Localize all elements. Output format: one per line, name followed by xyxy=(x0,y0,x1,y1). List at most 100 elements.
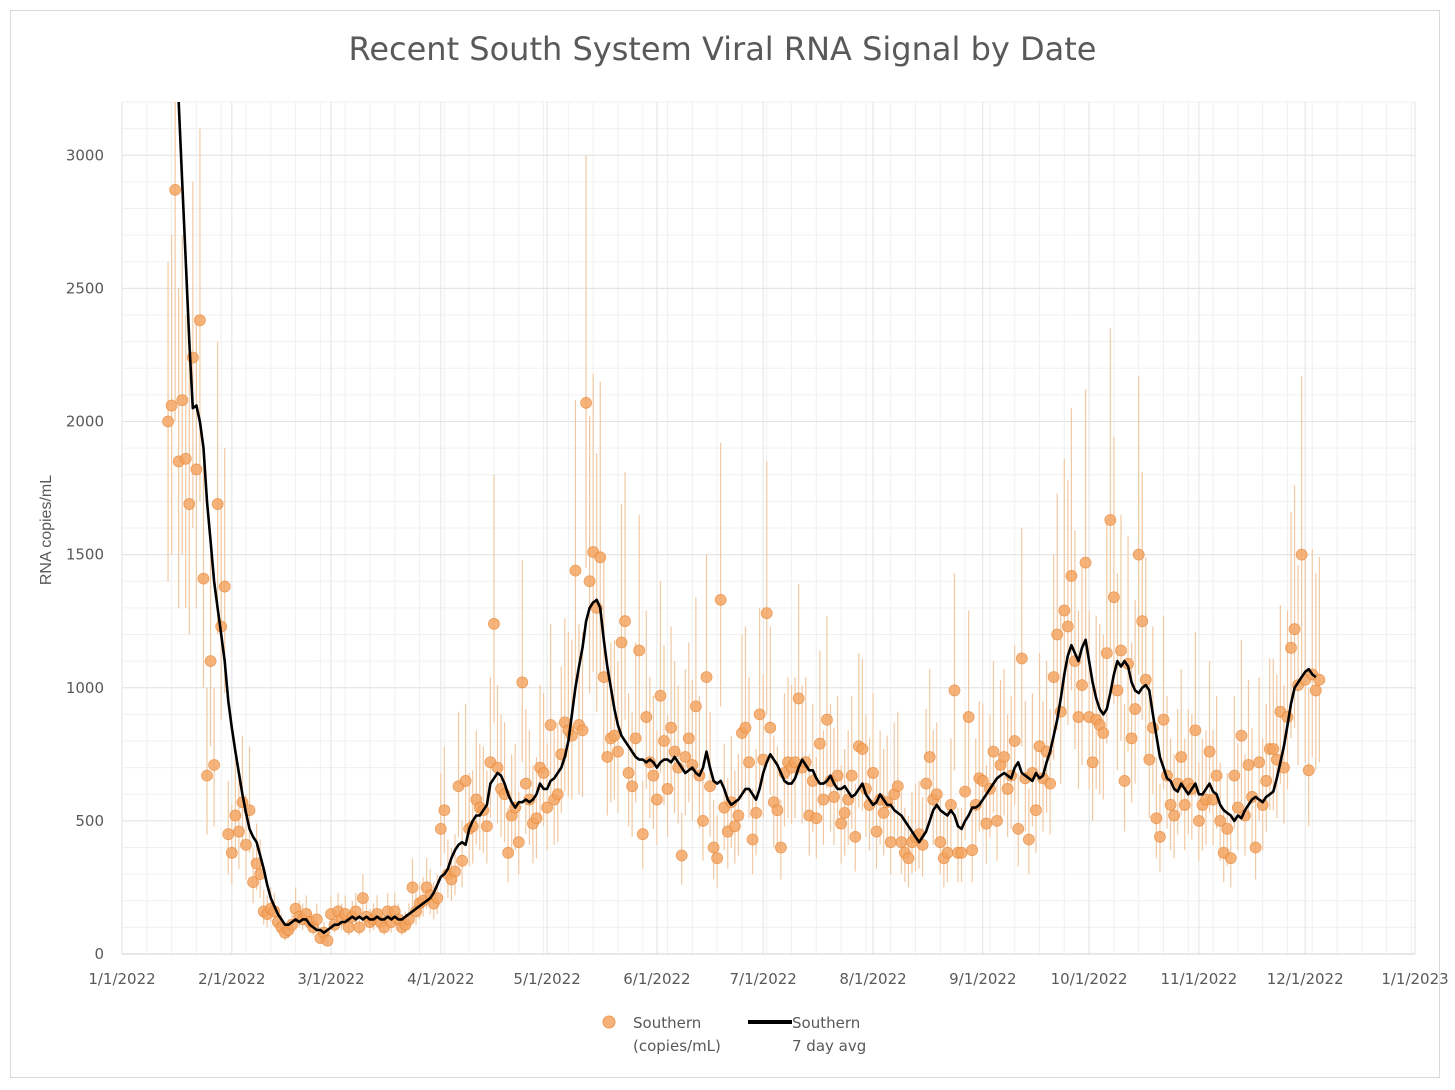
data-point xyxy=(519,777,532,790)
data-point xyxy=(356,892,369,904)
data-point xyxy=(891,780,904,793)
data-point xyxy=(930,788,943,801)
y-tick-label: 1500 xyxy=(66,546,104,564)
data-point xyxy=(870,825,883,838)
data-point xyxy=(838,806,851,819)
legend-marker-scatter xyxy=(602,1015,616,1029)
x-tick-label: 6/1/2022 xyxy=(623,970,690,988)
data-point xyxy=(884,836,897,849)
data-point xyxy=(541,801,553,814)
data-point xyxy=(856,743,869,755)
data-point xyxy=(247,876,259,889)
data-point xyxy=(551,788,564,801)
data-point xyxy=(991,814,1003,827)
data-point xyxy=(810,812,823,825)
data-point xyxy=(941,846,954,859)
data-point xyxy=(1203,745,1216,758)
avg-line xyxy=(177,101,1317,935)
data-point xyxy=(920,777,933,790)
legend-scatter-line2: (copies/mL) xyxy=(633,1037,721,1055)
data-point xyxy=(1228,769,1241,782)
data-point xyxy=(1253,756,1266,769)
data-point xyxy=(792,692,805,705)
data-point xyxy=(1047,671,1060,683)
data-point xyxy=(1313,673,1326,686)
data-point xyxy=(1168,809,1181,822)
data-point xyxy=(438,804,451,817)
error-bars xyxy=(167,102,1320,945)
x-tick-label: 2/1/2022 xyxy=(198,970,265,988)
data-point xyxy=(310,913,323,926)
data-point xyxy=(619,615,631,628)
data-point xyxy=(966,844,979,857)
legend-line-line2: 7 day avg xyxy=(792,1037,866,1055)
data-point xyxy=(1015,652,1028,665)
data-point xyxy=(1189,724,1202,737)
data-point xyxy=(197,572,210,585)
x-tick-label: 8/1/2022 xyxy=(839,970,906,988)
data-point xyxy=(821,713,833,726)
data-point xyxy=(1309,684,1322,697)
data-point xyxy=(211,498,224,510)
y-tick-label: 3000 xyxy=(66,146,104,164)
data-point xyxy=(1001,783,1014,795)
data-point xyxy=(934,836,947,849)
y-tick-label: 2000 xyxy=(66,413,104,431)
data-point xyxy=(349,905,362,918)
data-point xyxy=(629,732,642,745)
data-point xyxy=(456,854,468,867)
data-point xyxy=(194,314,206,327)
chart-title: Recent South System Viral RNA Signal by … xyxy=(348,30,1097,68)
data-point xyxy=(1072,711,1085,723)
data-point xyxy=(183,498,196,510)
data-point xyxy=(654,689,667,702)
data-point xyxy=(1224,852,1237,865)
data-point xyxy=(1051,628,1064,641)
data-point xyxy=(594,551,607,564)
data-point xyxy=(668,745,681,758)
data-point xyxy=(1107,591,1120,604)
data-point xyxy=(1065,570,1078,582)
data-point xyxy=(835,817,848,830)
data-point xyxy=(1030,804,1042,817)
data-point xyxy=(1221,822,1234,835)
data-point xyxy=(1178,799,1191,811)
x-tick-label: 5/1/2022 xyxy=(513,970,580,988)
data-point xyxy=(480,820,493,833)
data-point xyxy=(665,721,677,734)
data-point xyxy=(1193,814,1205,827)
data-point xyxy=(406,881,419,894)
data-point xyxy=(753,708,766,721)
data-point xyxy=(902,852,915,865)
data-point xyxy=(732,809,745,822)
data-point xyxy=(704,780,716,793)
legend: Southern (copies/mL) Southern 7 day avg xyxy=(602,1014,866,1055)
data-point xyxy=(583,575,596,588)
data-point xyxy=(218,580,231,593)
data-point xyxy=(459,775,472,787)
data-point xyxy=(1058,604,1071,617)
data-point xyxy=(1295,548,1308,561)
data-point xyxy=(1012,822,1025,835)
scatter-points xyxy=(162,183,1326,947)
data-point xyxy=(1100,647,1113,660)
data-point xyxy=(434,822,447,835)
data-point xyxy=(233,825,245,838)
data-point xyxy=(1285,641,1297,654)
data-point xyxy=(431,892,444,904)
data-point xyxy=(1164,799,1177,811)
x-tick-label: 12/1/2022 xyxy=(1267,970,1344,988)
data-point xyxy=(516,676,529,689)
data-point xyxy=(1132,548,1145,561)
data-point xyxy=(240,838,252,851)
y-tick-label: 1000 xyxy=(66,679,104,697)
data-point xyxy=(962,711,975,723)
data-point xyxy=(895,836,908,849)
data-point xyxy=(700,671,713,683)
data-point xyxy=(491,761,504,774)
data-point xyxy=(640,711,653,723)
data-point xyxy=(813,737,826,750)
data-point xyxy=(580,396,592,409)
x-tick-label: 9/1/2022 xyxy=(949,970,1016,988)
